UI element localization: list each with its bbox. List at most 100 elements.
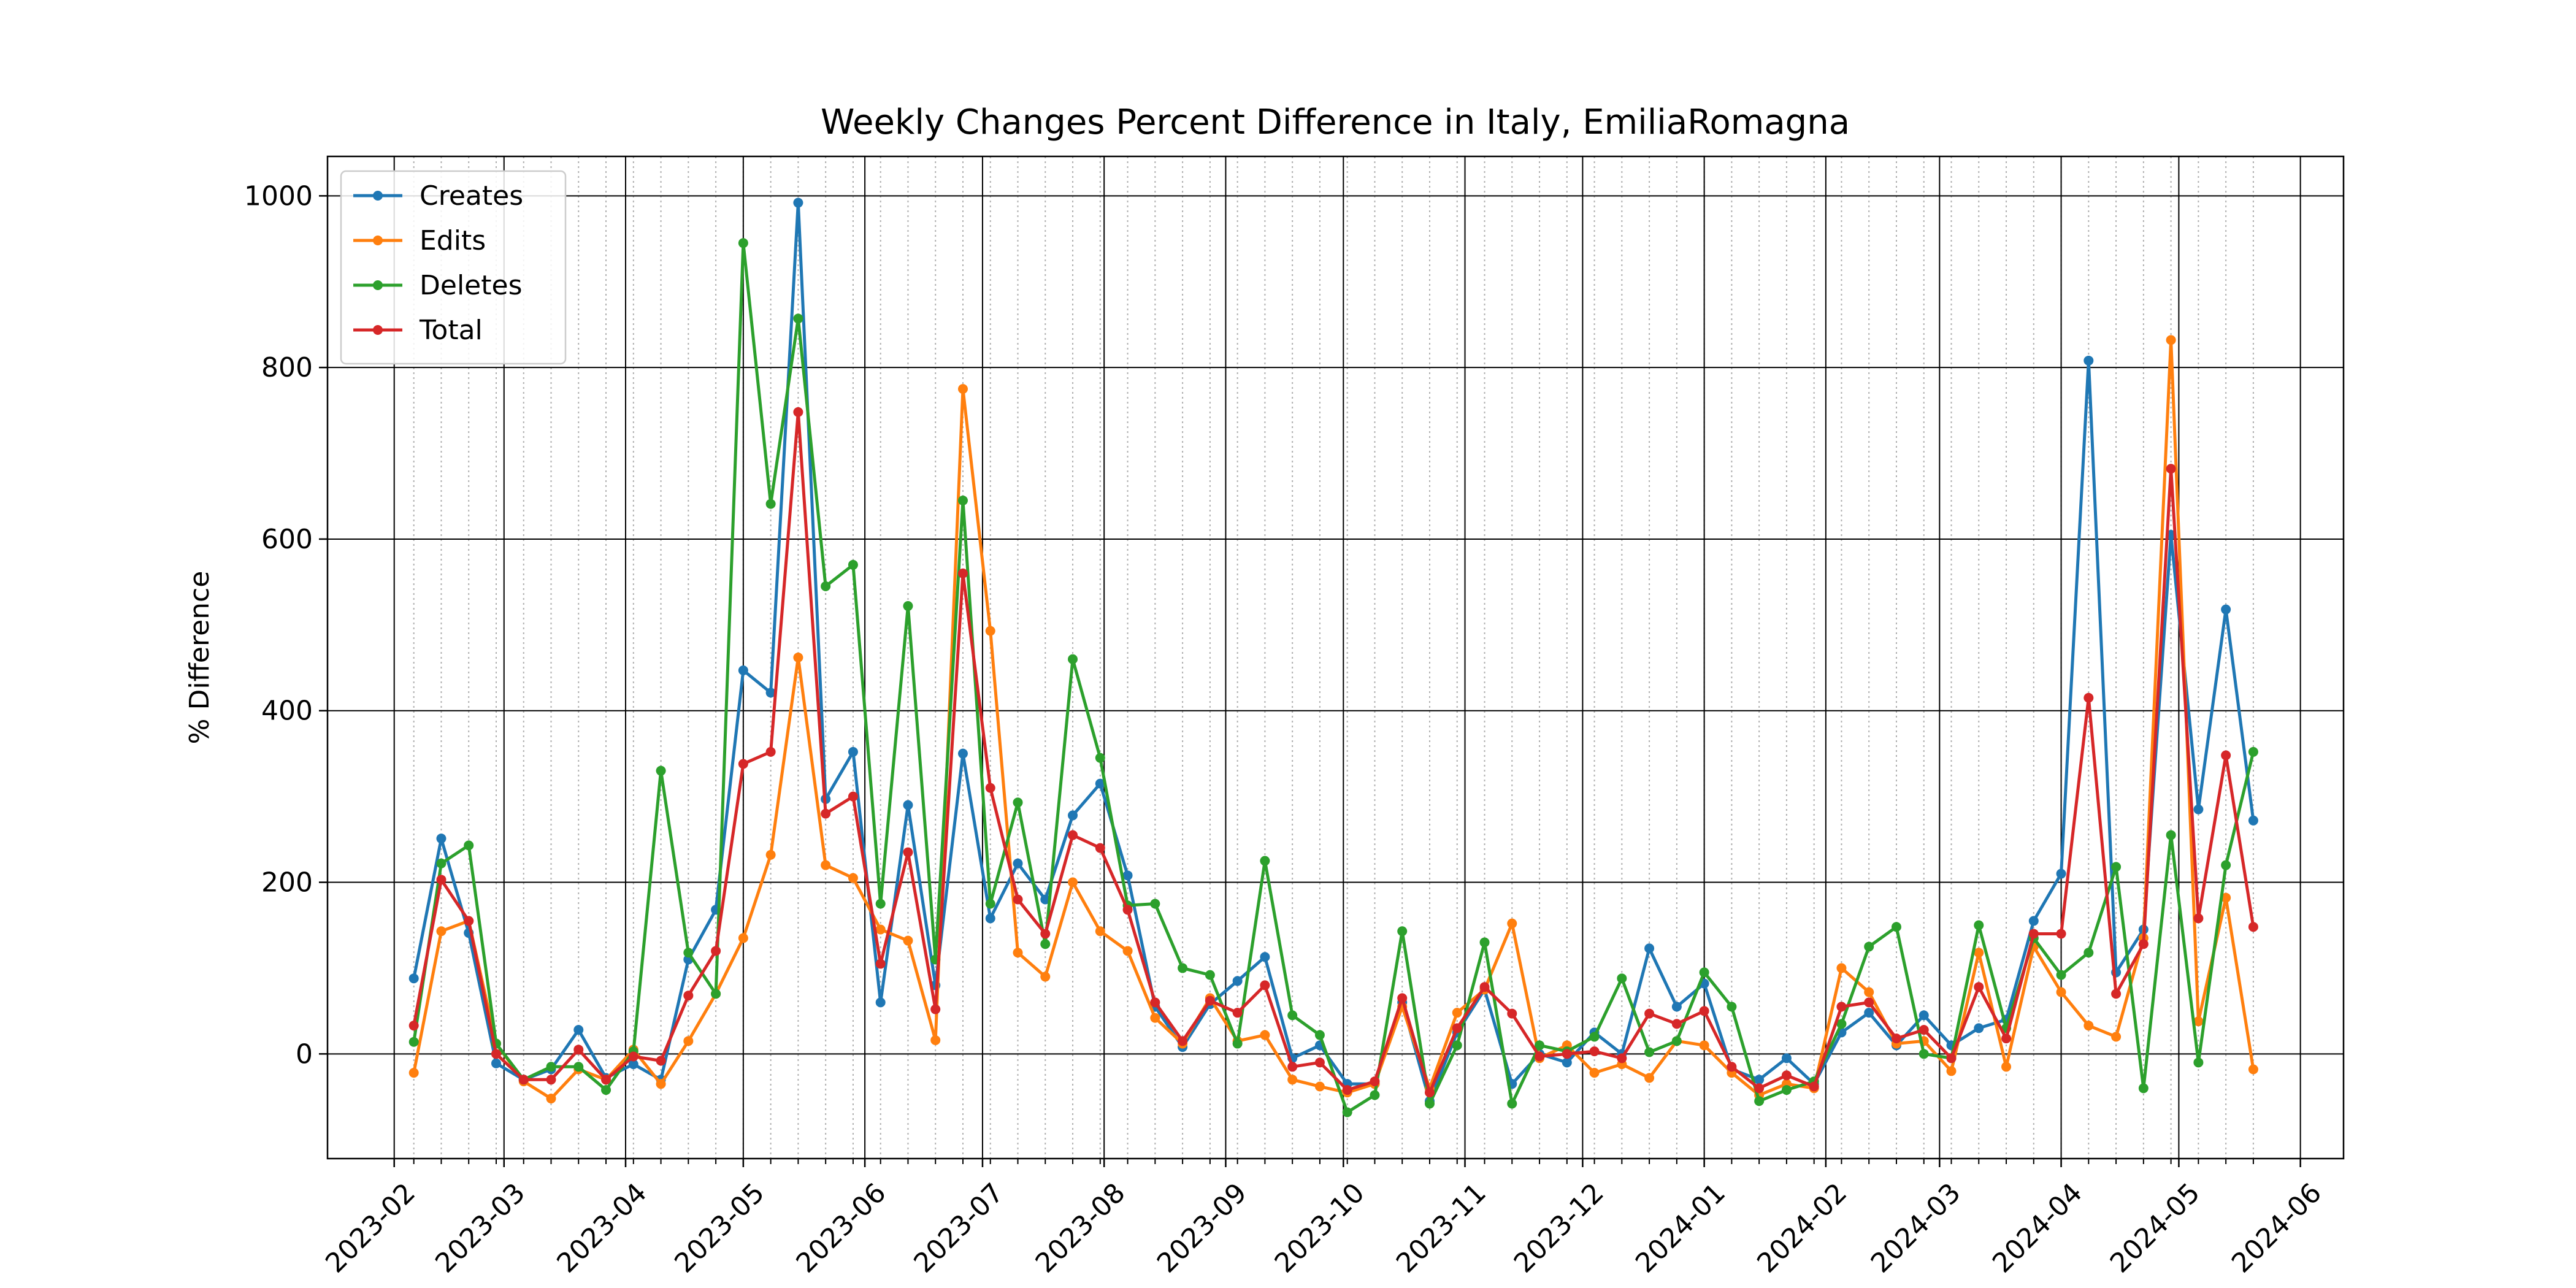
data-point bbox=[765, 499, 776, 509]
data-point bbox=[1314, 1030, 1325, 1040]
data-point bbox=[1644, 1073, 1655, 1083]
data-point bbox=[1370, 1076, 1380, 1087]
data-point bbox=[985, 626, 995, 636]
data-point bbox=[1864, 941, 1874, 952]
data-point bbox=[464, 916, 474, 926]
data-point bbox=[2248, 815, 2258, 826]
y-axis-label: % Difference bbox=[184, 571, 215, 745]
data-point bbox=[1095, 843, 1105, 853]
y-tick-label: 800 bbox=[261, 352, 313, 383]
series-line bbox=[412, 410, 2255, 1094]
data-point bbox=[1479, 982, 1490, 992]
legend-label: Edits bbox=[420, 225, 486, 256]
data-point bbox=[930, 1035, 941, 1045]
data-point bbox=[848, 873, 858, 883]
data-point bbox=[903, 935, 913, 946]
data-point bbox=[1836, 1002, 1847, 1012]
data-point bbox=[2248, 1064, 2258, 1075]
y-tick-label: 0 bbox=[296, 1038, 313, 1070]
data-point bbox=[765, 746, 776, 757]
data-point bbox=[1040, 972, 1051, 982]
data-point bbox=[1671, 1036, 1682, 1046]
data-point bbox=[1589, 1032, 1600, 1042]
data-point bbox=[2138, 1083, 2149, 1094]
data-point bbox=[1122, 946, 1133, 956]
data-point bbox=[2028, 929, 2039, 939]
data-point bbox=[985, 783, 995, 793]
data-point bbox=[491, 1049, 501, 1059]
data-point bbox=[1397, 926, 1408, 937]
data-point bbox=[628, 1059, 638, 1070]
data-point bbox=[930, 1004, 941, 1014]
data-point bbox=[573, 1062, 584, 1072]
y-tick-label: 1000 bbox=[244, 180, 313, 212]
data-point bbox=[1754, 1083, 1765, 1094]
data-point bbox=[1287, 1062, 1298, 1072]
data-point bbox=[628, 1051, 638, 1062]
data-point bbox=[903, 601, 913, 611]
data-point bbox=[1095, 926, 1105, 937]
data-point bbox=[408, 1037, 419, 1047]
data-point bbox=[2193, 913, 2204, 924]
data-point bbox=[1836, 963, 1847, 973]
data-point bbox=[1699, 1006, 1709, 1016]
data-point bbox=[2166, 464, 2176, 474]
y-tick-label: 200 bbox=[261, 867, 313, 899]
data-point bbox=[1919, 1049, 1929, 1059]
data-point bbox=[2083, 1021, 2094, 1031]
data-point bbox=[2111, 862, 2122, 872]
data-point bbox=[464, 840, 474, 851]
data-point bbox=[848, 746, 858, 757]
data-point bbox=[2111, 1032, 2122, 1042]
data-point bbox=[1974, 982, 1984, 992]
data-point bbox=[793, 197, 803, 208]
data-point bbox=[2193, 804, 2204, 815]
data-point bbox=[738, 933, 748, 943]
data-point bbox=[1095, 753, 1105, 763]
data-point bbox=[1150, 997, 1160, 1008]
data-point bbox=[1260, 1030, 1270, 1040]
data-point bbox=[1232, 1038, 1243, 1049]
data-point bbox=[1287, 1075, 1298, 1085]
data-point bbox=[2221, 750, 2231, 761]
data-point bbox=[1370, 1090, 1380, 1100]
data-point bbox=[1013, 948, 1023, 958]
data-point bbox=[1671, 1002, 1682, 1012]
data-point bbox=[1095, 778, 1105, 789]
data-point bbox=[821, 860, 831, 870]
data-point bbox=[1013, 894, 1023, 905]
data-point bbox=[1068, 877, 1078, 887]
data-point bbox=[1178, 1036, 1188, 1046]
data-point bbox=[683, 948, 694, 958]
legend-label: Creates bbox=[420, 180, 523, 212]
data-point bbox=[2056, 970, 2066, 980]
data-point bbox=[518, 1075, 529, 1085]
data-point bbox=[1974, 1023, 1984, 1033]
data-point bbox=[1232, 976, 1243, 986]
data-point bbox=[848, 791, 858, 802]
data-point bbox=[1562, 1057, 1572, 1068]
data-point bbox=[2028, 916, 2039, 926]
data-point bbox=[1864, 987, 1874, 997]
data-point bbox=[1727, 1062, 1737, 1072]
data-point bbox=[1919, 1025, 1929, 1035]
legend-marker bbox=[373, 236, 383, 245]
data-point bbox=[1535, 1040, 1545, 1051]
data-point bbox=[1946, 1053, 1957, 1064]
data-point bbox=[683, 1036, 694, 1046]
data-point bbox=[1754, 1075, 1765, 1085]
data-point bbox=[875, 924, 886, 935]
data-point bbox=[2083, 948, 2094, 958]
data-point bbox=[1260, 980, 1270, 991]
data-point bbox=[436, 926, 447, 937]
data-point bbox=[1150, 1013, 1160, 1023]
data-point bbox=[903, 847, 913, 857]
data-point bbox=[491, 1058, 501, 1068]
data-point bbox=[1809, 1081, 1819, 1092]
data-point bbox=[2248, 922, 2258, 932]
data-point bbox=[848, 559, 858, 570]
plot-frame bbox=[326, 155, 2345, 1160]
data-point bbox=[1562, 1049, 1572, 1059]
data-point bbox=[875, 899, 886, 909]
